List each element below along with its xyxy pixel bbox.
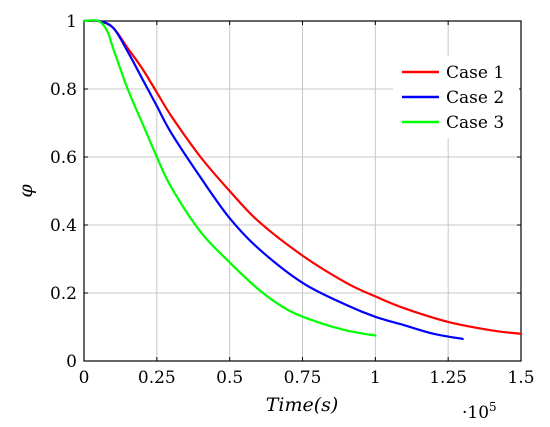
- x-multiplier-base: ·10: [462, 403, 489, 423]
- y-tick-label: 0.4: [50, 216, 77, 236]
- y-tick-label: 1: [66, 12, 77, 32]
- x-tick-label: 1.25: [429, 368, 467, 388]
- x-axis-label: Time(s): [266, 394, 339, 416]
- x-tick-label: 1: [370, 368, 381, 388]
- x-axis-multiplier: ·105: [462, 400, 497, 423]
- y-tick-label: 0: [66, 352, 77, 372]
- legend-label-case-1: Case 1: [446, 63, 504, 83]
- y-tick-label: 0.8: [50, 80, 77, 100]
- x-tick-label: 1.5: [507, 368, 534, 388]
- x-multiplier-exponent: 5: [489, 400, 497, 414]
- x-tick-label: 0: [79, 368, 90, 388]
- x-tick-label: 0.5: [216, 368, 243, 388]
- x-tick-label: 0.25: [138, 368, 176, 388]
- legend: Case 1 Case 2 Case 3: [393, 56, 519, 138]
- series-line-case-3: [82, 19, 377, 337]
- legend-label-case-3: Case 3: [446, 113, 504, 133]
- legend-label-case-2: Case 2: [446, 88, 504, 108]
- x-tick-label: 0.75: [284, 368, 322, 388]
- ticks: 0 0.25 0.5 0.75 1 1.25 1.5 0 0.2 0.4 0.6 0.8 1: [50, 12, 535, 388]
- series-lines: [82, 19, 523, 340]
- y-tick-label: 0.2: [50, 284, 77, 304]
- svg-text:·105: ·105: [462, 400, 497, 423]
- series-line-case-2: [82, 19, 464, 340]
- y-tick-label: 0.6: [50, 148, 77, 168]
- y-axis-label: φ: [15, 184, 37, 198]
